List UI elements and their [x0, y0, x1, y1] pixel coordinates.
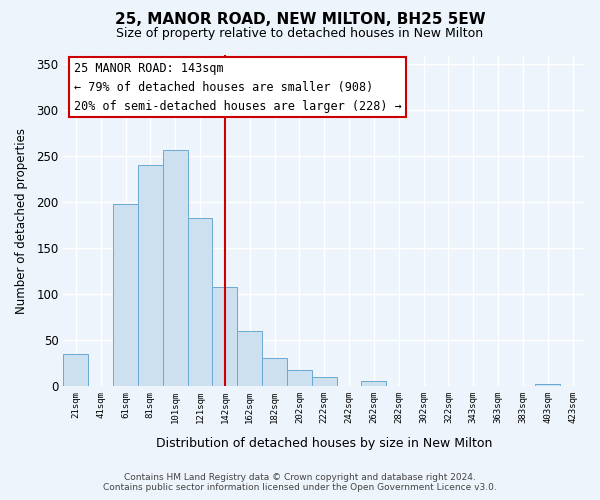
Bar — [361, 382, 386, 386]
Bar — [64, 354, 88, 386]
Bar — [163, 150, 188, 386]
Bar — [212, 286, 237, 386]
Bar — [138, 166, 163, 386]
Bar — [237, 331, 262, 386]
Y-axis label: Number of detached properties: Number of detached properties — [15, 128, 28, 314]
Bar — [287, 370, 312, 386]
Text: Size of property relative to detached houses in New Milton: Size of property relative to detached ho… — [116, 28, 484, 40]
Text: 25 MANOR ROAD: 143sqm
← 79% of detached houses are smaller (908)
20% of semi-det: 25 MANOR ROAD: 143sqm ← 79% of detached … — [74, 62, 401, 112]
Bar — [113, 204, 138, 386]
X-axis label: Distribution of detached houses by size in New Milton: Distribution of detached houses by size … — [156, 437, 493, 450]
Bar — [535, 384, 560, 386]
Bar — [312, 377, 337, 386]
Bar — [262, 358, 287, 386]
Text: Contains HM Land Registry data © Crown copyright and database right 2024.
Contai: Contains HM Land Registry data © Crown c… — [103, 473, 497, 492]
Text: 25, MANOR ROAD, NEW MILTON, BH25 5EW: 25, MANOR ROAD, NEW MILTON, BH25 5EW — [115, 12, 485, 28]
Bar — [188, 218, 212, 386]
